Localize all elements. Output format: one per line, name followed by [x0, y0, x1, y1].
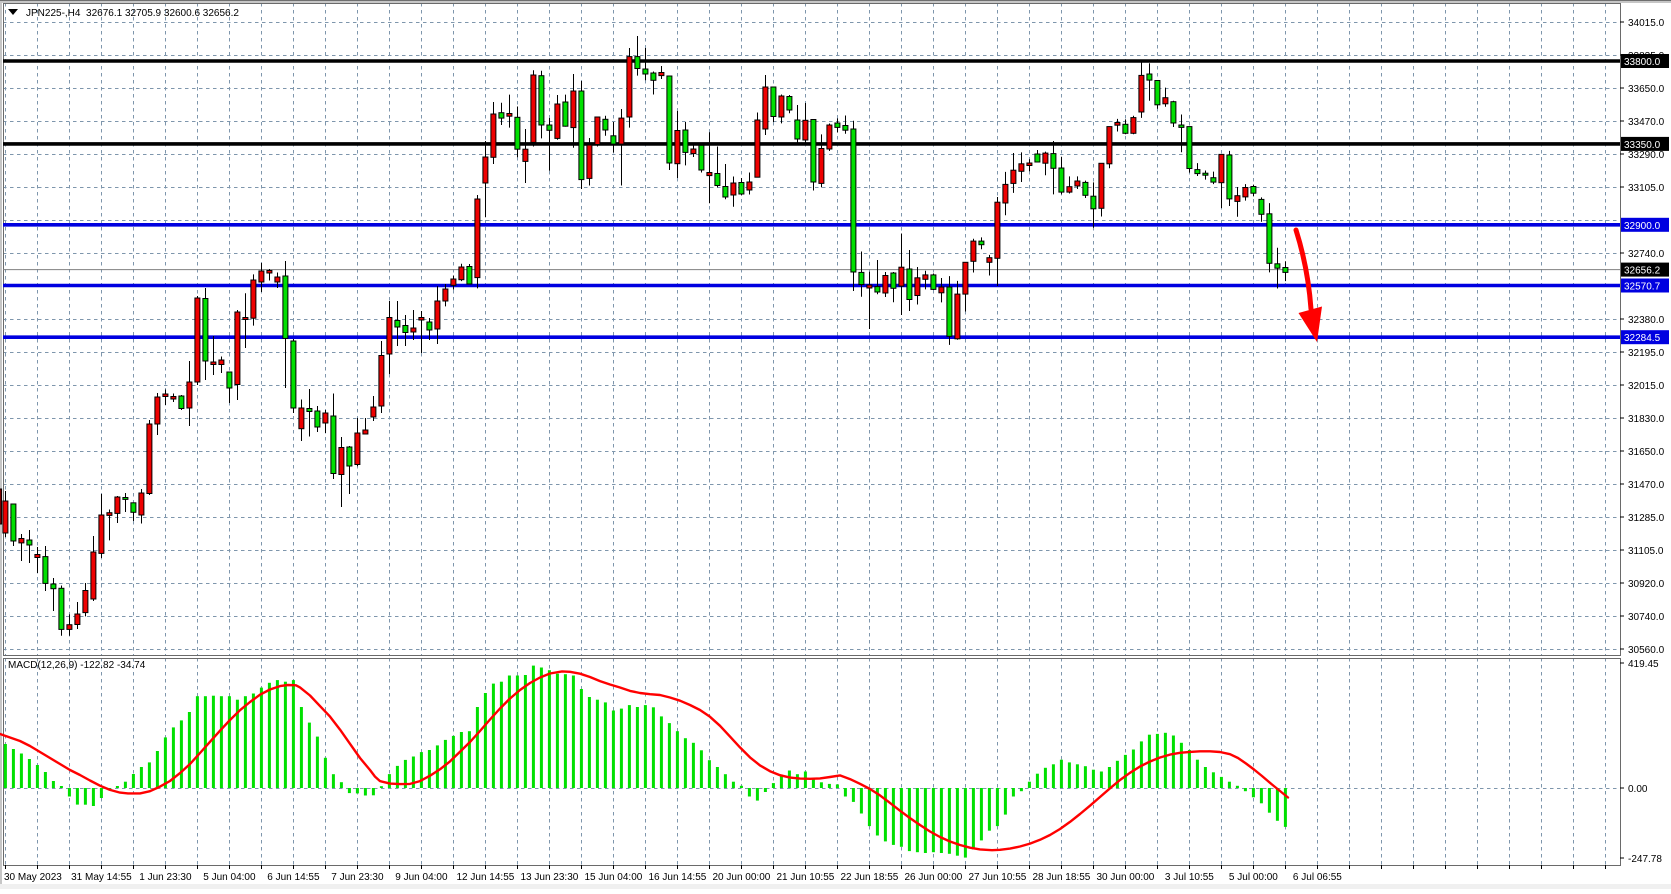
svg-text:32380.0: 32380.0: [1628, 315, 1665, 326]
svg-text:16 Jun 14:55: 16 Jun 14:55: [648, 872, 706, 883]
svg-text:32195.0: 32195.0: [1628, 348, 1665, 359]
svg-text:1 Jun 23:30: 1 Jun 23:30: [139, 872, 192, 883]
svg-text:6 Jul 06:55: 6 Jul 06:55: [1293, 872, 1342, 883]
svg-text:33800.0: 33800.0: [1624, 57, 1661, 68]
svg-text:9 Jun 04:00: 9 Jun 04:00: [395, 872, 448, 883]
svg-text:31830.0: 31830.0: [1628, 414, 1665, 425]
svg-text:30 Jun 00:00: 30 Jun 00:00: [1096, 872, 1154, 883]
svg-text:33350.0: 33350.0: [1624, 140, 1661, 151]
svg-text:30560.0: 30560.0: [1628, 645, 1665, 656]
svg-text:32570.7: 32570.7: [1624, 282, 1661, 293]
svg-text:31470.0: 31470.0: [1628, 480, 1665, 491]
svg-text:33105.0: 33105.0: [1628, 183, 1665, 194]
svg-text:32900.0: 32900.0: [1624, 221, 1661, 232]
svg-text:7 Jun 23:30: 7 Jun 23:30: [331, 872, 384, 883]
svg-text:27 Jun 10:55: 27 Jun 10:55: [968, 872, 1026, 883]
svg-text:5 Jun 04:00: 5 Jun 04:00: [203, 872, 256, 883]
svg-text:34015.0: 34015.0: [1628, 18, 1665, 29]
svg-text:33470.0: 33470.0: [1628, 117, 1665, 128]
svg-text:30920.0: 30920.0: [1628, 579, 1665, 590]
svg-text:15 Jun 04:00: 15 Jun 04:00: [584, 872, 642, 883]
svg-text:20 Jun 00:00: 20 Jun 00:00: [712, 872, 770, 883]
svg-text:26 Jun 00:00: 26 Jun 00:00: [904, 872, 962, 883]
svg-text:30 May 2023: 30 May 2023: [4, 872, 62, 883]
svg-text:5 Jul 00:00: 5 Jul 00:00: [1229, 872, 1278, 883]
svg-text:3 Jul 10:55: 3 Jul 10:55: [1165, 872, 1214, 883]
svg-text:12 Jun 14:55: 12 Jun 14:55: [456, 872, 514, 883]
svg-text:33290.0: 33290.0: [1628, 150, 1665, 161]
svg-text:JPN225-,H4 32676.1 32705.9 32: JPN225-,H4 32676.1 32705.9 32600.6 32656…: [26, 8, 239, 19]
svg-text:32284.5: 32284.5: [1624, 333, 1661, 344]
svg-text:32015.0: 32015.0: [1628, 381, 1665, 392]
svg-text:0.00: 0.00: [1628, 784, 1648, 795]
svg-text:28 Jun 18:55: 28 Jun 18:55: [1032, 872, 1090, 883]
svg-text:6 Jun 14:55: 6 Jun 14:55: [267, 872, 320, 883]
svg-text:31285.0: 31285.0: [1628, 513, 1665, 524]
svg-text:31 May 14:55: 31 May 14:55: [71, 872, 132, 883]
svg-text:32740.0: 32740.0: [1628, 249, 1665, 260]
svg-text:32656.2: 32656.2: [1624, 266, 1661, 277]
svg-text:22 Jun 18:55: 22 Jun 18:55: [840, 872, 898, 883]
svg-text:33650.0: 33650.0: [1628, 84, 1665, 95]
svg-text:21 Jun 10:55: 21 Jun 10:55: [776, 872, 834, 883]
svg-text:31105.0: 31105.0: [1628, 546, 1664, 557]
svg-text:-247.78: -247.78: [1628, 854, 1662, 865]
svg-text:13 Jun 23:30: 13 Jun 23:30: [520, 872, 578, 883]
svg-text:419.45: 419.45: [1628, 659, 1659, 670]
svg-text:30740.0: 30740.0: [1628, 612, 1665, 623]
svg-text:31650.0: 31650.0: [1628, 447, 1665, 458]
svg-text:MACD(12,26,9) -122.82 -34.74: MACD(12,26,9) -122.82 -34.74: [8, 660, 146, 671]
